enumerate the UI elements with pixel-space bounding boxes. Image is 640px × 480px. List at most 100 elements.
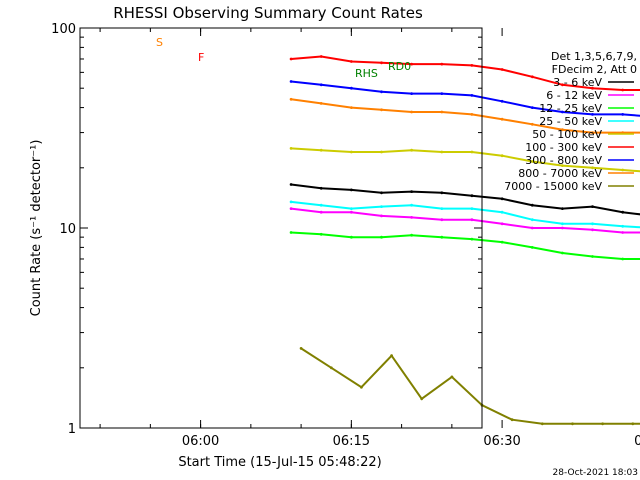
data-point-2-2 <box>350 235 353 239</box>
data-point-3-9 <box>561 222 564 226</box>
data-point-5-4 <box>410 62 413 66</box>
series-line-2 <box>291 231 640 260</box>
data-point-0-1 <box>319 186 323 190</box>
data-point-6-3 <box>380 90 383 94</box>
data-point-4-8 <box>530 160 534 163</box>
data-point-3-10 <box>591 222 594 226</box>
data-point-8-10 <box>601 422 604 426</box>
data-point-0-3 <box>380 191 383 195</box>
data-point-1-5 <box>440 218 444 222</box>
data-point-0-0 <box>289 183 293 186</box>
data-point-3-6 <box>470 207 474 211</box>
chart-title: RHESSI Observing Summary Count Rates <box>113 4 423 22</box>
data-point-8-9 <box>571 422 574 426</box>
series-line-4 <box>291 147 640 173</box>
data-point-5-2 <box>350 60 353 63</box>
data-point-2-0 <box>289 231 293 234</box>
y-axis-label: Count Rate (s⁻¹ detector⁻¹) <box>29 140 44 317</box>
data-point-5-1 <box>319 55 323 58</box>
x-tick-label-3: 06:45 <box>634 434 640 449</box>
data-point-6-11 <box>621 113 625 116</box>
y-tick-label-0: 1 <box>68 422 76 437</box>
data-point-0-10 <box>591 205 594 209</box>
data-point-5-3 <box>380 61 383 65</box>
data-point-6-4 <box>410 92 413 95</box>
data-point-7-6 <box>470 113 474 116</box>
legend-label-6: 300 - 800 keV <box>525 154 602 167</box>
data-point-8-8 <box>540 422 544 426</box>
data-point-1-1 <box>319 210 323 214</box>
data-point-3-4 <box>410 203 413 207</box>
data-point-7-1 <box>319 102 323 105</box>
annotation-0: S <box>156 36 163 49</box>
data-point-1-10 <box>591 228 594 232</box>
data-point-0-4 <box>410 190 413 194</box>
annotation-2: RD0 <box>388 60 411 73</box>
data-point-5-6 <box>470 64 474 67</box>
data-point-2-8 <box>530 246 534 249</box>
data-point-8-1 <box>329 366 333 370</box>
legend-label-1: 6 - 12 keV <box>546 89 602 102</box>
data-point-3-1 <box>319 203 323 207</box>
data-point-6-5 <box>440 92 444 95</box>
data-point-4-5 <box>440 150 444 154</box>
data-point-8-2 <box>360 385 363 389</box>
legend-label-2: 12 - 25 keV <box>539 102 602 115</box>
data-point-5-10 <box>591 86 594 90</box>
data-point-8-5 <box>450 375 454 379</box>
legend-label-5: 100 - 300 keV <box>525 141 602 154</box>
data-point-2-3 <box>380 235 383 239</box>
y-tick-label-1: 10 <box>59 222 76 237</box>
data-point-0-7 <box>500 197 504 201</box>
footer-date: 28-Oct-2021 18:03 <box>553 468 638 478</box>
data-point-3-0 <box>289 200 293 204</box>
series-line-1 <box>290 207 640 234</box>
x-axis-label: Start Time (15-Jul-15 05:48:22) <box>178 455 381 470</box>
data-point-7-3 <box>380 108 383 112</box>
data-point-1-8 <box>530 226 534 230</box>
legend-label-3: 25 - 50 keV <box>539 115 602 128</box>
data-point-1-11 <box>621 231 625 234</box>
data-point-1-0 <box>289 207 293 211</box>
data-point-4-9 <box>561 164 564 168</box>
data-point-1-4 <box>410 216 413 219</box>
data-point-0-6 <box>470 194 474 198</box>
legend-label-0: 3 - 6 keV <box>553 76 602 89</box>
legend-label-4: 50 - 100 keV <box>532 128 602 141</box>
data-point-7-9 <box>561 128 564 132</box>
data-point-2-5 <box>440 235 444 239</box>
data-point-5-0 <box>289 57 293 61</box>
data-point-3-7 <box>500 210 504 214</box>
data-point-7-4 <box>410 110 413 114</box>
data-point-8-3 <box>390 354 393 358</box>
data-point-4-3 <box>380 150 383 154</box>
data-point-3-5 <box>440 207 444 211</box>
data-point-0-9 <box>561 207 564 211</box>
data-point-5-9 <box>561 83 564 87</box>
data-point-7-8 <box>530 122 534 126</box>
legend-label-7: 800 - 7000 keV <box>518 167 602 180</box>
data-point-4-11 <box>621 168 625 172</box>
data-point-3-3 <box>380 205 383 209</box>
data-point-0-5 <box>440 191 444 195</box>
data-point-3-11 <box>621 224 625 228</box>
data-point-6-2 <box>350 86 353 90</box>
data-point-1-2 <box>350 210 353 214</box>
legend-header-1: FDecim 2, Att 0 <box>552 63 637 76</box>
data-point-6-1 <box>319 83 323 87</box>
data-point-1-6 <box>470 218 474 222</box>
annotation-3: RHS <box>355 67 378 80</box>
data-point-2-11 <box>621 257 625 261</box>
x-tick-label-2: 06:30 <box>483 434 520 449</box>
legend-label-8: 7000 - 15000 keV <box>504 180 602 193</box>
data-point-4-1 <box>319 148 323 152</box>
data-point-0-11 <box>621 210 625 214</box>
x-tick-label-0: 06:00 <box>182 434 219 449</box>
data-point-3-8 <box>530 218 534 222</box>
data-point-7-10 <box>591 131 594 135</box>
data-point-4-7 <box>500 154 504 158</box>
data-point-2-7 <box>500 240 504 244</box>
data-point-8-7 <box>510 418 514 422</box>
data-point-4-6 <box>470 150 474 154</box>
data-point-5-7 <box>500 68 504 71</box>
